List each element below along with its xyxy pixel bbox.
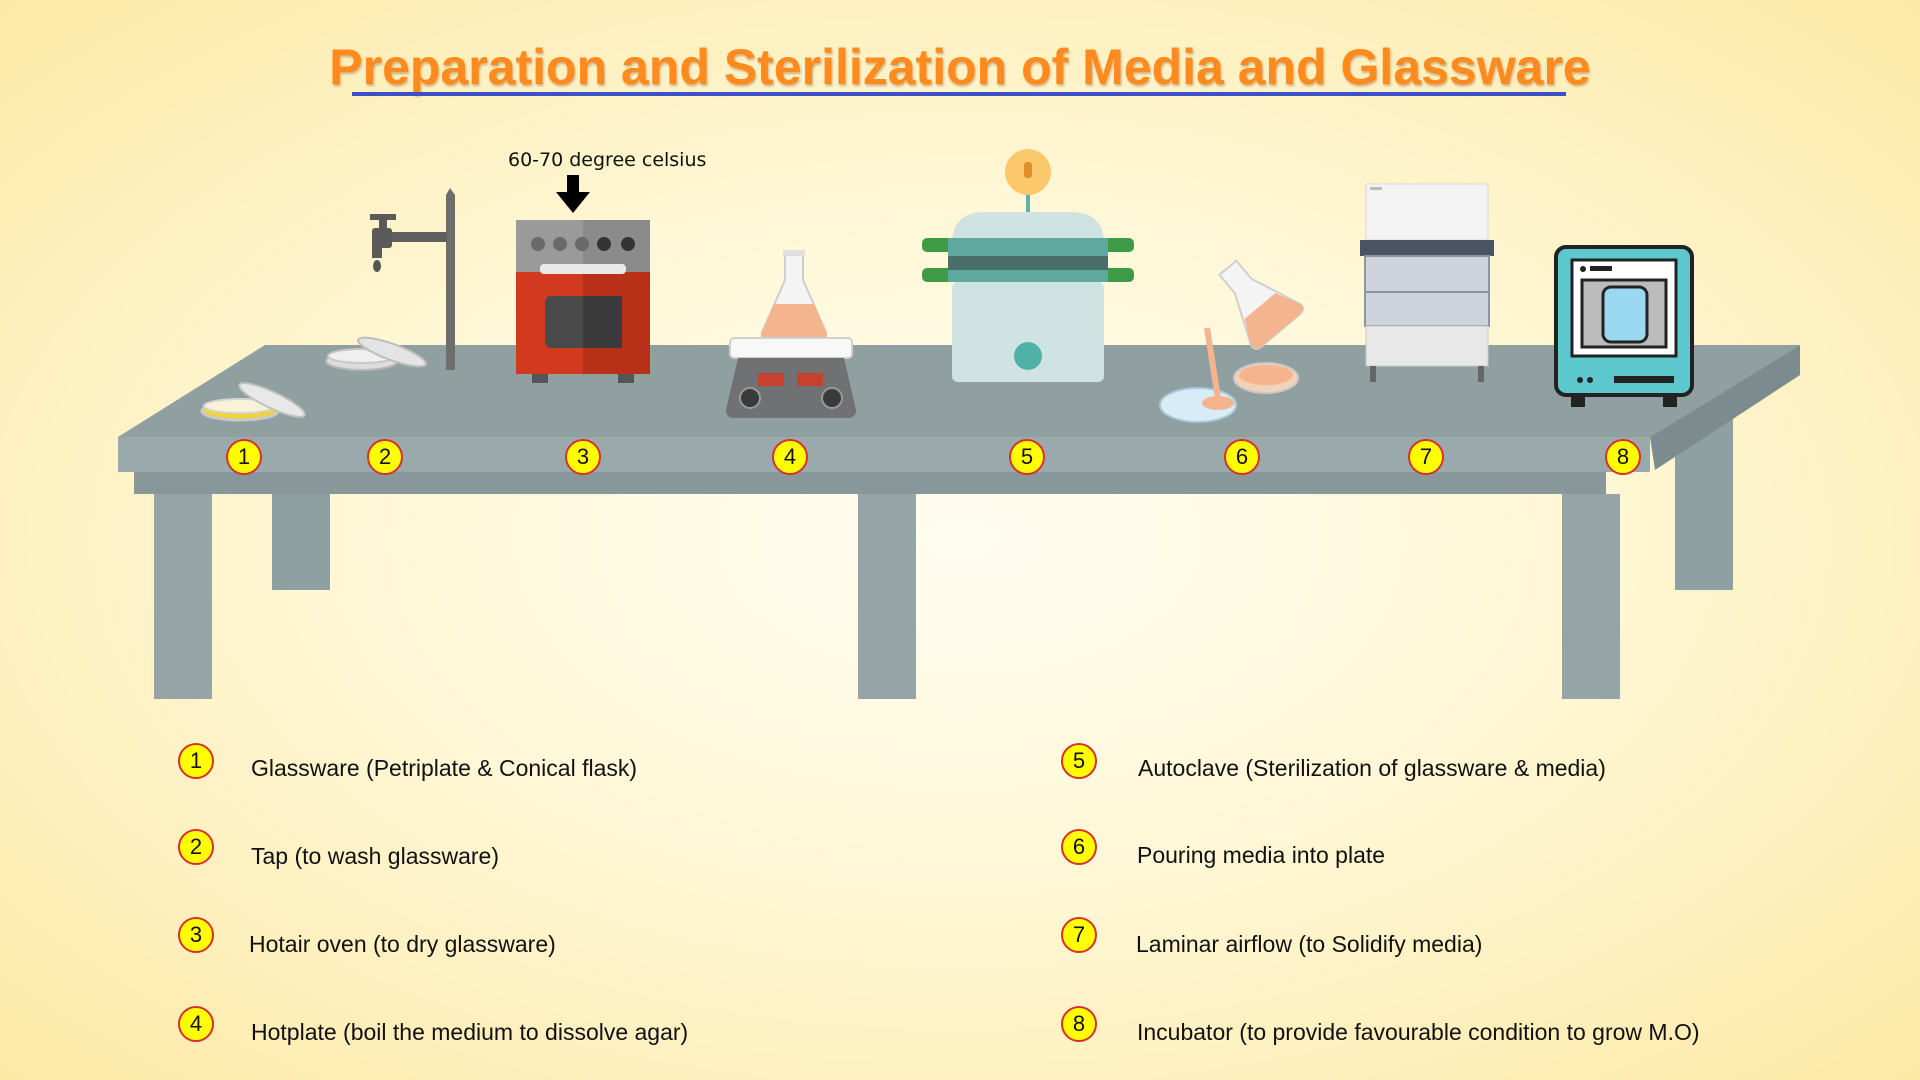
table-badge-3: 3 <box>565 439 601 475</box>
incubator-icon <box>1554 245 1694 407</box>
legend-item-1: Glassware (Petriplate & Conical flask) <box>251 755 638 781</box>
table-badge-4: 4 <box>772 439 808 475</box>
legend-badge-6: 6 <box>1061 829 1097 865</box>
legend-item-6: Pouring media into plate <box>1137 842 1386 868</box>
title-underline <box>352 92 1566 96</box>
oven-icon <box>516 175 650 383</box>
table-leg-back-left <box>272 492 330 590</box>
legend-badge-1: 1 <box>178 743 214 779</box>
legend-item-2: Tap (to wash glassware) <box>251 843 499 869</box>
tap-icon <box>325 188 455 371</box>
legend-item-3: Hotair oven (to dry glassware) <box>249 931 556 957</box>
legend-badge-7: 7 <box>1061 917 1097 953</box>
petri-dish-icon <box>200 382 306 422</box>
table-side <box>1650 345 1800 470</box>
page-title: Preparation and Sterilization of Media a… <box>329 39 1591 95</box>
table-badge-7: 7 <box>1408 439 1444 475</box>
legend-badge-5: 5 <box>1061 743 1097 779</box>
autoclave-icon <box>922 149 1134 382</box>
table-apron <box>134 472 1606 494</box>
laminar-airflow-icon <box>1360 183 1494 382</box>
hotplate-icon <box>726 250 856 418</box>
legend-badge-2: 2 <box>178 829 214 865</box>
table-leg-front-middle <box>858 494 916 699</box>
table-badge-1: 1 <box>226 439 262 475</box>
table-badge-6: 6 <box>1224 439 1260 475</box>
legend-badge-4: 4 <box>178 1006 214 1042</box>
table-badge-8: 8 <box>1605 439 1641 475</box>
legend-item-5: Autoclave (Sterilization of glassware & … <box>1138 755 1606 781</box>
table-badge-2: 2 <box>367 439 403 475</box>
table-badge-5: 5 <box>1009 439 1045 475</box>
table-leg-front-right <box>1562 494 1620 699</box>
oven-temp-note: 60-70 degree celsius <box>508 149 707 171</box>
legend-item-7: Laminar airflow (to Solidify media) <box>1136 931 1483 957</box>
legend-item-4: Hotplate (boil the medium to dissolve ag… <box>251 1019 689 1045</box>
legend-badge-3: 3 <box>178 917 214 953</box>
legend-badge-8: 8 <box>1061 1006 1097 1042</box>
pouring-flask-icon <box>1159 259 1305 423</box>
legend-item-8: Incubator (to provide favourable conditi… <box>1137 1019 1700 1045</box>
table-leg-front-left <box>154 494 212 699</box>
